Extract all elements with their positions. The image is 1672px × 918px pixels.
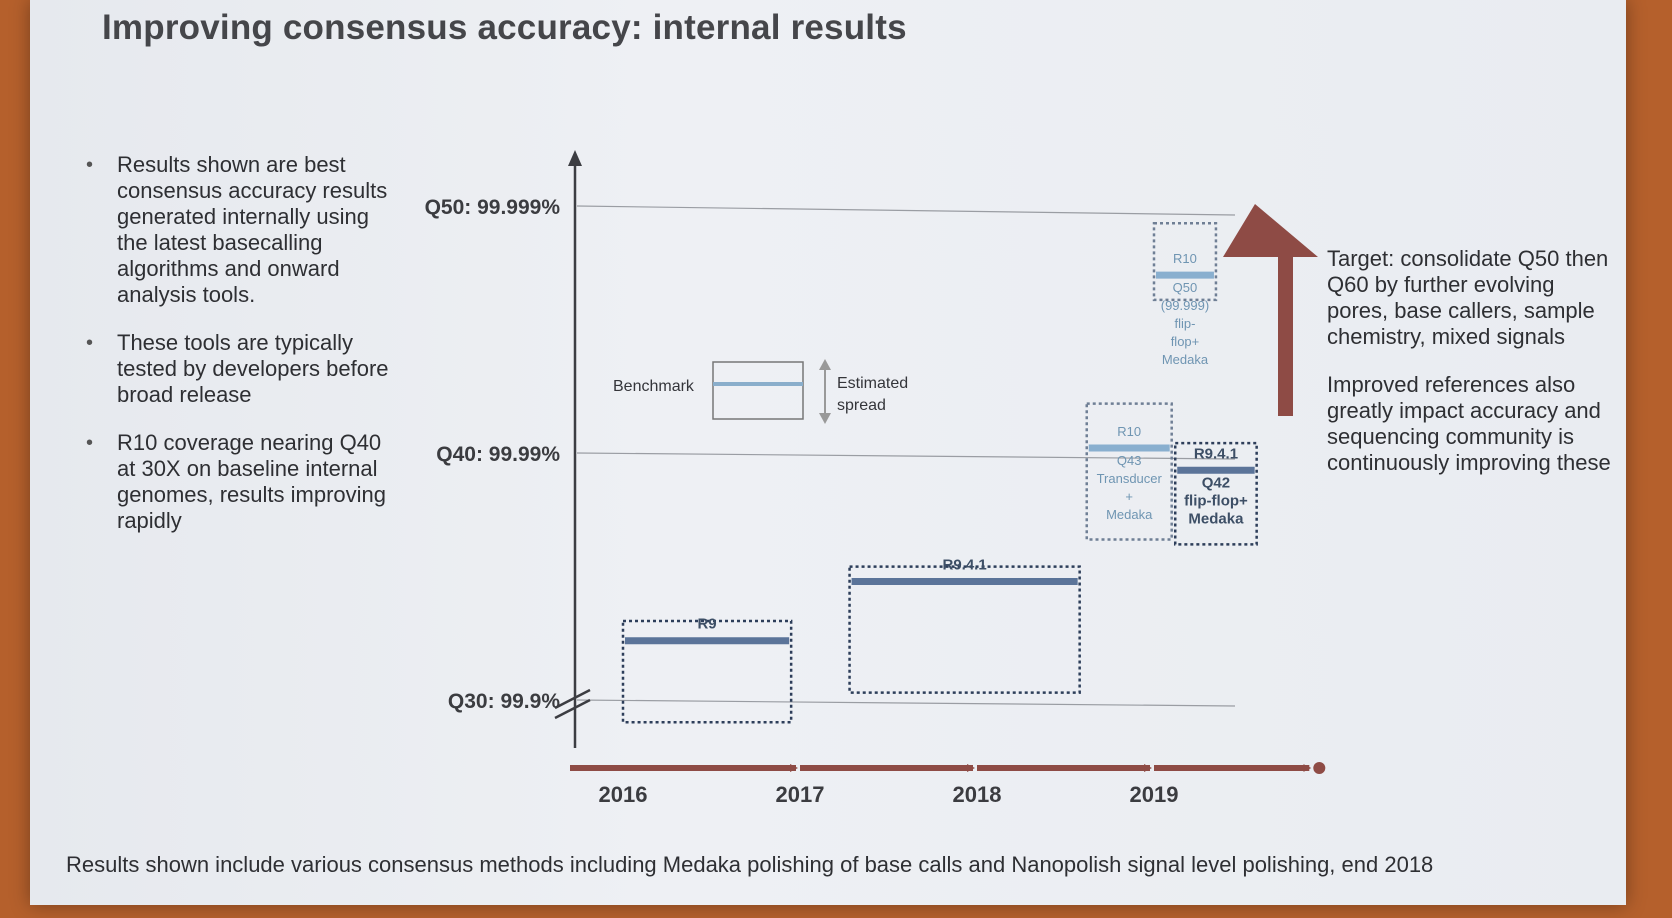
series-label: R10 [1117, 424, 1141, 439]
target-note: Target: consolidate Q50 then Q60 by furt… [1327, 246, 1609, 349]
bullet-dot-icon: • [86, 332, 94, 354]
legend-spread-label: spread [837, 397, 886, 414]
box-annotation: Transducer [1097, 471, 1163, 486]
spread-box [621, 619, 793, 724]
slide: Improving consensus accuracy: internal r… [30, 0, 1626, 905]
box-annotation: (99.999) [1161, 298, 1209, 313]
gridline [576, 205, 1236, 216]
y-axis-arrow-icon [568, 150, 582, 166]
chart-axes [554, 150, 591, 748]
box-annotation: Medaka [1162, 352, 1209, 367]
box-annotation: flip-flop+ [1184, 492, 1248, 509]
series-label: R10 [1173, 251, 1197, 266]
box-annotation: Q50 [1173, 280, 1198, 295]
footer-note: Results shown include various consensus … [66, 852, 1434, 877]
y-tick-label: Q30: 99.9% [448, 690, 560, 713]
bullet-text: R10 coverage nearing Q40 at 30X on basel… [117, 430, 387, 533]
series-box-r10: R10 Q50 (99.999) flip-flop+ Medaka [1152, 222, 1218, 367]
box-annotation: Medaka [1106, 507, 1153, 522]
series-box-r10: R10 Q43 Transducer + Medaka [1085, 402, 1173, 541]
x-tick-label: 2017 [776, 782, 825, 807]
bullet-item: • Results shown are best consensus accura… [60, 152, 390, 308]
x-tick-label: 2019 [1130, 782, 1179, 807]
series-label: R9.4.1 [1194, 445, 1238, 462]
gridlines [576, 205, 1236, 707]
x-tick-label: 2018 [953, 782, 1002, 807]
target-arrow [1223, 204, 1318, 416]
spread-box [1173, 441, 1258, 546]
axis-break-mark [554, 698, 591, 720]
bullet-text: Results shown are best consensus accurac… [117, 152, 388, 307]
slide-title: Improving consensus accuracy: internal r… [102, 8, 907, 47]
bullet-dot-icon: • [86, 432, 94, 454]
target-arrow-icon [1223, 204, 1318, 416]
bullet-text: These tools are typically tested by deve… [117, 330, 389, 407]
spread-box [1085, 402, 1173, 541]
series-label: R9 [697, 616, 716, 633]
series-box-r9: R9 [621, 616, 793, 724]
axis-break-mark [554, 688, 591, 710]
gridline [576, 699, 1236, 707]
series-box-r9-4-1: R9.4.1 [848, 556, 1081, 694]
x-tick-labels: 2016 2017 2018 2019 [599, 782, 1179, 807]
references-note: Improved references also greatly impact … [1327, 372, 1611, 475]
chart-legend: Benchmark Estimated spread [613, 359, 908, 424]
box-annotation: flop+ [1171, 334, 1200, 349]
bullet-item: • R10 coverage nearing Q40 at 30X on base… [60, 430, 390, 534]
box-annotation: Q43 [1117, 453, 1142, 468]
legend-arrow-down-icon [819, 413, 831, 424]
y-tick-label: Q50: 99.999% [425, 196, 561, 219]
bullet-dot-icon: • [86, 154, 94, 176]
spread-box [1152, 222, 1218, 302]
accuracy-boxes: R9 R9.4.1 R10 Q43 Transducer + Medaka R9.4.1 Q42… [621, 222, 1258, 724]
timeline-end-icon [1313, 762, 1326, 774]
series-label: R9.4.1 [943, 556, 987, 573]
bullet-item: • These tools are typically tested by dev… [60, 330, 390, 408]
spread-box [848, 565, 1081, 694]
gridline [576, 452, 1236, 460]
box-annotation: flip- [1174, 316, 1195, 331]
y-tick-label: Q40: 99.99% [436, 443, 560, 466]
legend-arrow-up-icon [819, 359, 831, 370]
bullet-list: • Results shown are best consensus accura… [60, 152, 390, 556]
box-annotation: Medaka [1188, 510, 1244, 527]
box-annotation: Q42 [1202, 474, 1230, 491]
y-tick-labels: Q30: 99.9% Q40: 99.99% Q50: 99.999% [425, 196, 561, 713]
right-notes: Target: consolidate Q50 then Q60 by furt… [1327, 246, 1617, 498]
legend-benchmark-label: Benchmark [613, 378, 695, 395]
timeline [570, 762, 1326, 774]
legend-spread-label: Estimated [837, 375, 908, 392]
legend-box [712, 361, 804, 420]
x-tick-label: 2016 [599, 782, 648, 807]
box-annotation: + [1125, 489, 1133, 504]
